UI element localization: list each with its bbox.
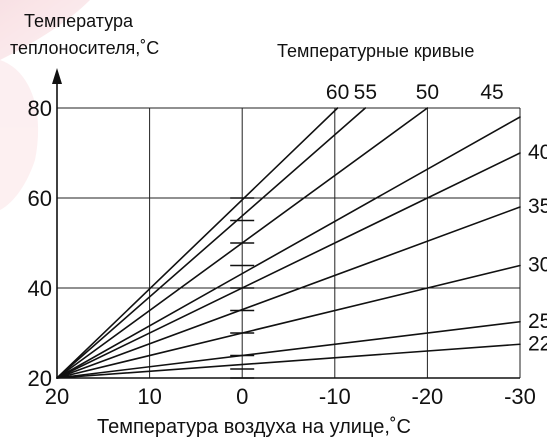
series-line-22 — [56, 343, 521, 379]
watermark-logo — [0, 0, 90, 210]
series-label-60: 60 — [326, 81, 349, 104]
chart-title: Температурные кривые — [277, 41, 474, 61]
series-line-35 — [56, 206, 521, 379]
series-label-45: 45 — [480, 81, 503, 104]
series-label-22: 22 — [528, 332, 547, 355]
tick-labels: 20 10 0 -10 -20 -30 20 40 60 80 — [28, 96, 536, 409]
y-axis-label-line-1: Температура — [24, 11, 134, 31]
x-tick-label: -10 — [319, 384, 351, 409]
x-axis-label: Температура воздуха на улице,˚C — [97, 416, 411, 438]
series-label-55: 55 — [354, 81, 377, 104]
x-tick-label: 10 — [137, 384, 161, 409]
series-line-60 — [56, 107, 339, 379]
series-line-30 — [56, 264, 521, 379]
y-axis-arrow — [52, 68, 62, 84]
grid-lines — [57, 107, 521, 378]
x-tick-label: 0 — [236, 384, 248, 409]
axes — [52, 68, 520, 379]
series-line-40 — [56, 152, 521, 379]
series-line-25 — [56, 320, 521, 379]
series-label-30: 30 — [528, 254, 547, 277]
series-lines — [56, 107, 521, 379]
series-line-55 — [56, 107, 367, 379]
y-tick-label: 20 — [28, 366, 52, 391]
x-tick-label: 20 — [45, 384, 69, 409]
y-tick-label: 80 — [28, 96, 52, 121]
x-tick-label: -30 — [504, 384, 536, 409]
y-tick-label: 40 — [28, 276, 52, 301]
series-label-50: 50 — [416, 81, 439, 104]
zero-axis-marks — [230, 197, 255, 379]
series-label-35: 35 — [528, 195, 547, 218]
series-line-45 — [56, 116, 521, 379]
series-label-40: 40 — [528, 141, 547, 164]
y-tick-label: 60 — [28, 186, 52, 211]
series-label-25: 25 — [528, 310, 547, 333]
y-axis-label-line-2: теплоносителя,˚C — [10, 38, 159, 58]
x-tick-label: -20 — [412, 384, 444, 409]
